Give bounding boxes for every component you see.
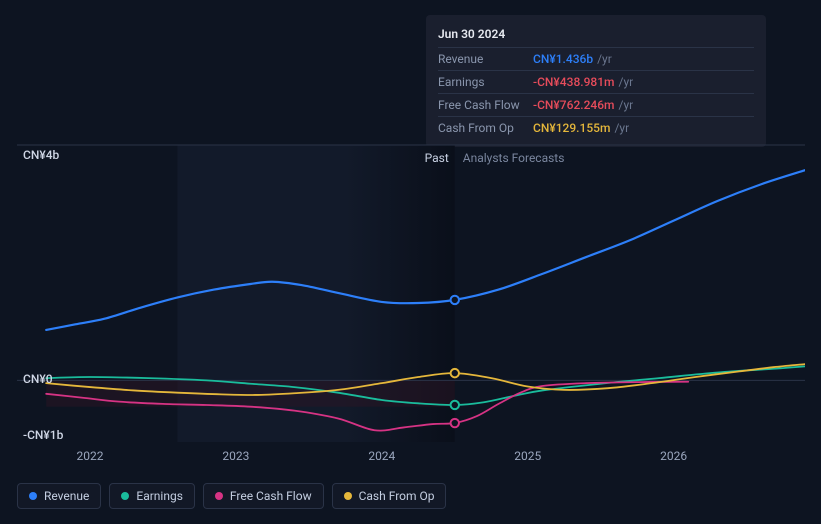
tooltip-metric-unit: /yr xyxy=(619,98,634,112)
past-section-label: Past xyxy=(425,151,449,165)
chart-svg xyxy=(17,132,805,442)
legend-label: Free Cash Flow xyxy=(230,489,312,503)
chart-legend: Revenue Earnings Free Cash Flow Cash From O… xyxy=(17,483,446,509)
tooltip-metric-unit: /yr xyxy=(619,75,634,89)
y-axis-tick: CN¥0 xyxy=(23,372,53,386)
y-axis-tick: CN¥4b xyxy=(23,148,59,162)
legend-item[interactable]: Revenue xyxy=(17,483,101,509)
x-axis-tick: 2022 xyxy=(76,449,103,463)
legend-label: Revenue xyxy=(44,489,89,503)
tooltip-metric-value: -CN¥438.981m xyxy=(533,75,615,89)
tooltip-row: Earnings-CN¥438.981m/yr xyxy=(438,70,754,93)
tooltip-row: RevenueCN¥1.436b/yr xyxy=(438,47,754,70)
x-axis-tick: 2024 xyxy=(368,449,395,463)
legend-dot-icon xyxy=(121,492,129,500)
legend-dot-icon xyxy=(344,492,352,500)
legend-dot-icon xyxy=(29,492,37,500)
tooltip-metric-label: Earnings xyxy=(438,75,533,89)
legend-item[interactable]: Earnings xyxy=(109,483,195,509)
tooltip-metric-unit: /yr xyxy=(597,52,612,66)
forecast-section-label: Analysts Forecasts xyxy=(463,151,565,165)
tooltip-metric-value: -CN¥762.246m xyxy=(533,98,615,112)
tooltip-date: Jun 30 2024 xyxy=(438,23,754,47)
tooltip-metric-label: Revenue xyxy=(438,52,533,66)
x-axis: 2022 2023 2024 2025 2026 xyxy=(17,449,805,467)
financial-forecast-chart: Jun 30 2024 RevenueCN¥1.436b/yrEarnings-… xyxy=(0,0,821,524)
tooltip-metric-value: CN¥1.436b xyxy=(533,52,593,66)
chart-area: CN¥4b CN¥0 -CN¥1b Past Analysts Forecasts xyxy=(17,132,805,442)
x-axis-tick: 2023 xyxy=(222,449,249,463)
legend-label: Earnings xyxy=(136,489,183,503)
tooltip-row: Free Cash Flow-CN¥762.246m/yr xyxy=(438,93,754,116)
legend-dot-icon xyxy=(215,492,223,500)
hover-tooltip: Jun 30 2024 RevenueCN¥1.436b/yrEarnings-… xyxy=(426,15,766,147)
legend-label: Cash From Op xyxy=(359,489,435,503)
legend-item[interactable]: Cash From Op xyxy=(332,483,447,509)
y-axis-tick: -CN¥1b xyxy=(23,428,63,442)
x-axis-tick: 2026 xyxy=(660,449,687,463)
x-axis-tick: 2025 xyxy=(514,449,541,463)
legend-item[interactable]: Free Cash Flow xyxy=(203,483,324,509)
tooltip-metric-label: Free Cash Flow xyxy=(438,98,533,112)
